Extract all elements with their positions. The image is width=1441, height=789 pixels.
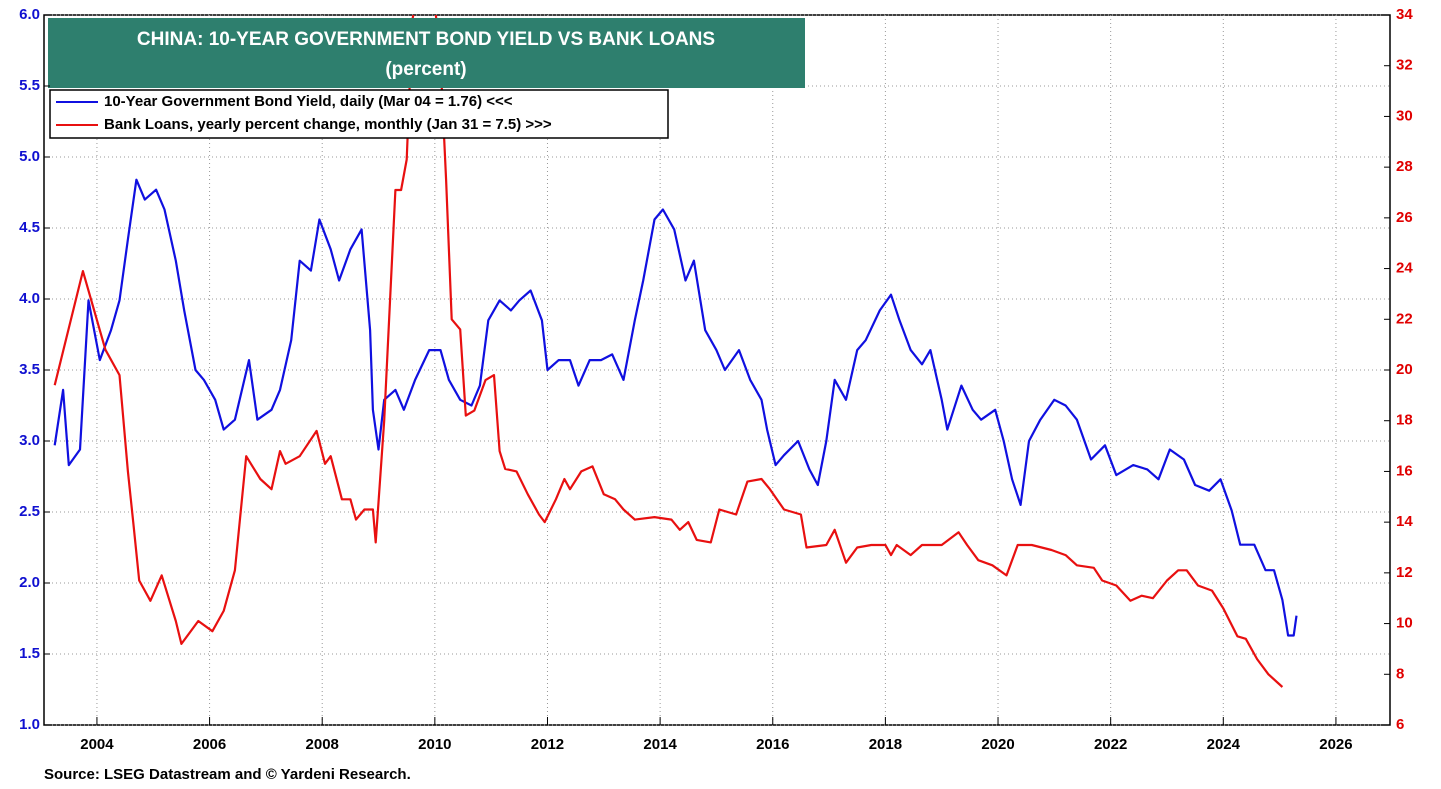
- x-tick-label: 2004: [80, 736, 114, 753]
- x-tick-label: 2008: [306, 736, 339, 753]
- legend-label: Bank Loans, yearly percent change, month…: [104, 116, 552, 133]
- source: Source: LSEG Datastream and © Yardeni Re…: [44, 766, 411, 783]
- y2-tick-label: 18: [1396, 412, 1413, 429]
- y-tick-label: 1.0: [19, 716, 40, 733]
- y2-tick-label: 12: [1396, 564, 1413, 581]
- series-line: [53, 15, 1284, 688]
- y2-tick-label: 28: [1396, 158, 1413, 175]
- lines: [53, 15, 1298, 688]
- y-tick-label: 1.5: [19, 645, 40, 662]
- y-tick-label: 3.0: [19, 432, 40, 449]
- x-tick-label: 2014: [643, 736, 677, 753]
- x-tick-label: 2020: [981, 736, 1014, 753]
- x-tick-label: 2012: [531, 736, 564, 753]
- y-tick-label: 6.0: [19, 6, 40, 23]
- grid: [44, 14, 1390, 726]
- legend-label: 10-Year Government Bond Yield, daily (Ma…: [104, 93, 513, 110]
- y-tick-label: 5.0: [19, 148, 40, 165]
- y2-tick-label: 32: [1396, 57, 1413, 74]
- x-tick-label: 2022: [1094, 736, 1127, 753]
- x-tick-label: 2026: [1319, 736, 1352, 753]
- y2-tick-label: 6: [1396, 716, 1404, 733]
- x-tick-label: 2006: [193, 736, 226, 753]
- y2-tick-label: 14: [1396, 513, 1413, 530]
- y2-tick-label: 34: [1396, 6, 1413, 23]
- y2-tick-label: 8: [1396, 665, 1404, 682]
- y-tick-label: 2.5: [19, 503, 40, 520]
- y2-tick-label: 10: [1396, 615, 1413, 632]
- y2-tick-label: 20: [1396, 361, 1413, 378]
- y-tick-label: 2.0: [19, 574, 40, 591]
- y2-tick-label: 22: [1396, 310, 1413, 327]
- title-box: [48, 18, 805, 88]
- chart-subtitle: (percent): [385, 59, 466, 80]
- x-tick-label: 2016: [756, 736, 789, 753]
- x-tick-label: 2018: [869, 736, 902, 753]
- y-tick-label: 3.5: [19, 361, 40, 378]
- x-tick-label: 2024: [1207, 736, 1241, 753]
- y2-tick-label: 26: [1396, 209, 1413, 226]
- series-line: [53, 178, 1298, 637]
- x-tick-label: 2010: [418, 736, 451, 753]
- legend: [49, 89, 669, 139]
- y-tick-label: 5.5: [19, 77, 40, 94]
- y-tick-label: 4.5: [19, 219, 40, 236]
- y2-tick-label: 24: [1396, 260, 1413, 277]
- y-tick-label: 4.0: [19, 290, 40, 307]
- y2-tick-label: 30: [1396, 107, 1413, 124]
- y2-tick-label: 16: [1396, 462, 1413, 479]
- chart-title: CHINA: 10-YEAR GOVERNMENT BOND YIELD VS …: [137, 29, 715, 50]
